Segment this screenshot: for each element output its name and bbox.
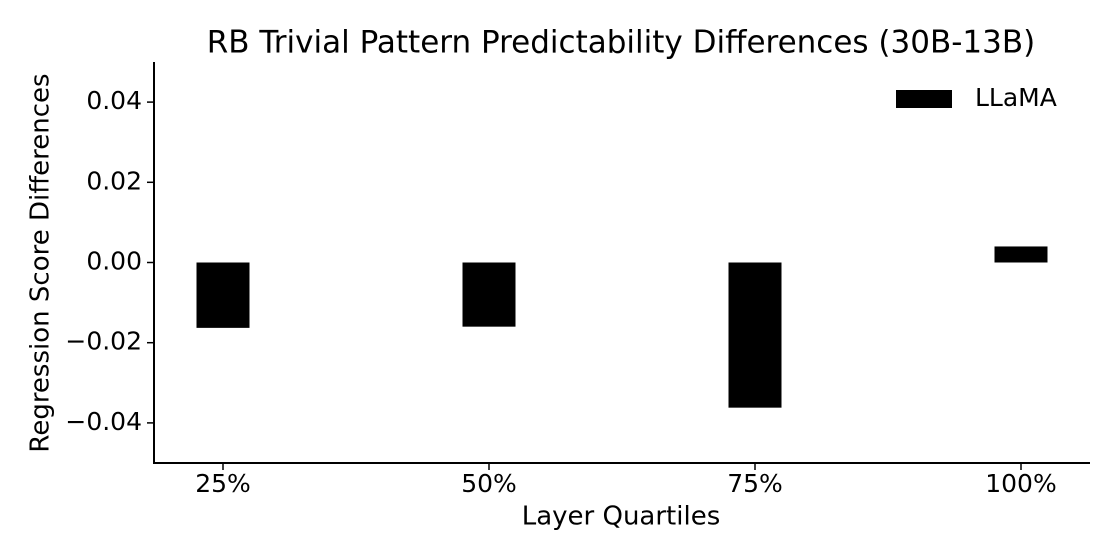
x-tick-label: 100% — [985, 469, 1056, 498]
y-tick-label: 0.00 — [86, 247, 142, 276]
chart-title: RB Trivial Pattern Predictability Differ… — [207, 25, 1035, 61]
x-axis-label: Layer Quartiles — [522, 502, 721, 532]
legend-label: LLaMA — [975, 83, 1057, 112]
bar — [728, 262, 782, 408]
y-tick-label: −0.04 — [65, 407, 142, 436]
x-tick-label: 50% — [461, 469, 517, 498]
y-tick-label: −0.02 — [65, 327, 142, 356]
y-tick-label: 0.02 — [86, 166, 142, 195]
bar — [196, 262, 250, 328]
bar — [462, 262, 516, 327]
bar — [994, 246, 1048, 263]
x-tick-label: 75% — [727, 469, 783, 498]
y-axis-label: Regression Score Differences — [26, 73, 56, 452]
x-tick-label: 25% — [195, 469, 251, 498]
y-tick-label: 0.04 — [86, 86, 142, 115]
legend-swatch — [896, 90, 952, 108]
